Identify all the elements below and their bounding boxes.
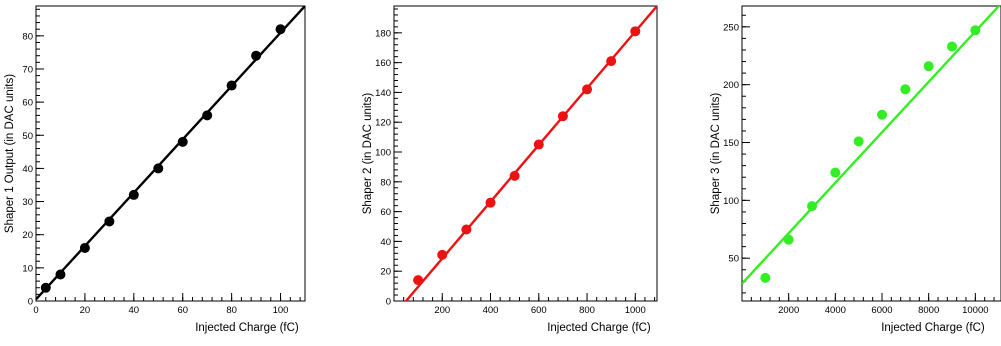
y-tick-label: 120 <box>375 118 391 129</box>
x-tick-label: 6000 <box>871 305 892 316</box>
chart-panel-3: 2000 4000 6000 8000 10000 50 100 150 200 250 Injec… <box>710 5 1001 334</box>
y-tick-label: 40 <box>380 237 391 248</box>
chart-panel-1: 0 20 40 60 80 100 0 10 20 30 40 50 60 70 80 Injected Ch… <box>4 5 306 334</box>
y-tick-label: 80 <box>380 177 391 188</box>
data-point <box>40 282 51 293</box>
plot-frame <box>741 5 1001 302</box>
x-tick-label: 1000 <box>625 305 646 316</box>
y-tick-label: 70 <box>22 64 33 75</box>
y-tick-label: 20 <box>380 267 391 278</box>
data-point <box>251 50 262 61</box>
data-point <box>783 234 794 245</box>
data-point <box>582 84 593 95</box>
y-axis-title: Shaper 3 (in DAC units) <box>710 93 722 215</box>
data-point <box>533 139 544 150</box>
fit-line <box>36 6 305 301</box>
data-point <box>437 249 448 260</box>
chart-panel-2: 200 400 600 800 1000 0 20 40 60 80 100 120 140 160 180… <box>362 5 658 334</box>
y-tick-label: 0 <box>386 297 391 308</box>
data-point <box>509 170 520 181</box>
y-tick-label: 50 <box>22 131 33 142</box>
y-tick-label: 60 <box>22 98 33 109</box>
x-tick-label: 60 <box>177 305 188 316</box>
data-point <box>226 80 237 91</box>
data-point <box>606 56 617 67</box>
fit-line <box>742 6 1001 285</box>
data-point <box>853 136 864 147</box>
x-tick-label: 100 <box>273 305 289 316</box>
data-point <box>202 110 213 121</box>
x-tick-label: 600 <box>531 305 547 316</box>
data-point <box>461 224 472 235</box>
x-tick-label: 10000 <box>962 305 988 316</box>
data-point <box>153 163 164 174</box>
y-tick-label: 40 <box>22 164 33 175</box>
x-tick-label: 8000 <box>918 305 939 316</box>
x-axis-title: Injected Charge (fC) <box>547 322 651 334</box>
x-tick-label: 20 <box>80 305 91 316</box>
y-axis-title: Shaper 1 Output (in DAC units) <box>4 74 16 233</box>
y-tick-label: 180 <box>375 28 391 39</box>
x-tick-label: 800 <box>579 305 595 316</box>
data-point <box>485 197 496 208</box>
y-tick-label: 160 <box>375 58 391 69</box>
y-tick-label: 10 <box>22 263 33 274</box>
data-point <box>128 189 139 200</box>
data-point <box>947 41 957 52</box>
data-point <box>807 201 817 212</box>
y-tick-label: 60 <box>380 207 391 218</box>
data-point <box>79 242 90 253</box>
y-axis-title: Shaper 2 (in DAC units) <box>362 93 374 215</box>
x-tick-label: 400 <box>483 305 499 316</box>
y-tick-label: 150 <box>723 138 739 149</box>
data-point <box>760 272 771 283</box>
data-point <box>275 24 286 35</box>
data-point <box>413 275 424 286</box>
x-tick-label: 80 <box>226 305 237 316</box>
data-point <box>923 61 934 72</box>
plot-frame <box>35 5 306 302</box>
x-axis-title: Injected Charge (fC) <box>881 322 985 334</box>
y-tick-label: 80 <box>22 31 33 42</box>
data-point <box>104 216 115 227</box>
y-tick-label: 140 <box>375 88 391 99</box>
data-point <box>830 167 841 178</box>
y-tick-label: 50 <box>728 254 739 265</box>
x-tick-label: 40 <box>129 305 140 316</box>
y-tick-label: 200 <box>723 80 739 91</box>
data-point <box>970 25 981 36</box>
y-tick-label: 30 <box>22 197 33 208</box>
data-point <box>557 111 568 122</box>
x-axis-title: Injected Charge (fC) <box>195 322 299 334</box>
y-tick-label: 20 <box>22 230 33 241</box>
data-point <box>55 269 66 280</box>
data-point <box>900 84 911 95</box>
y-tick-label: 0 <box>28 297 33 308</box>
data-point <box>177 136 188 147</box>
x-tick-label: 4000 <box>825 305 846 316</box>
data-point <box>630 26 641 37</box>
fit-line <box>404 6 657 301</box>
x-tick-label: 200 <box>434 305 450 316</box>
y-tick-label: 250 <box>723 22 739 33</box>
x-tick-label: 2000 <box>778 305 799 316</box>
x-tick-label: 0 <box>33 305 38 316</box>
y-tick-label: 100 <box>375 148 391 159</box>
y-tick-label: 100 <box>723 196 739 207</box>
plot-frame <box>393 5 658 302</box>
data-point <box>877 109 887 120</box>
